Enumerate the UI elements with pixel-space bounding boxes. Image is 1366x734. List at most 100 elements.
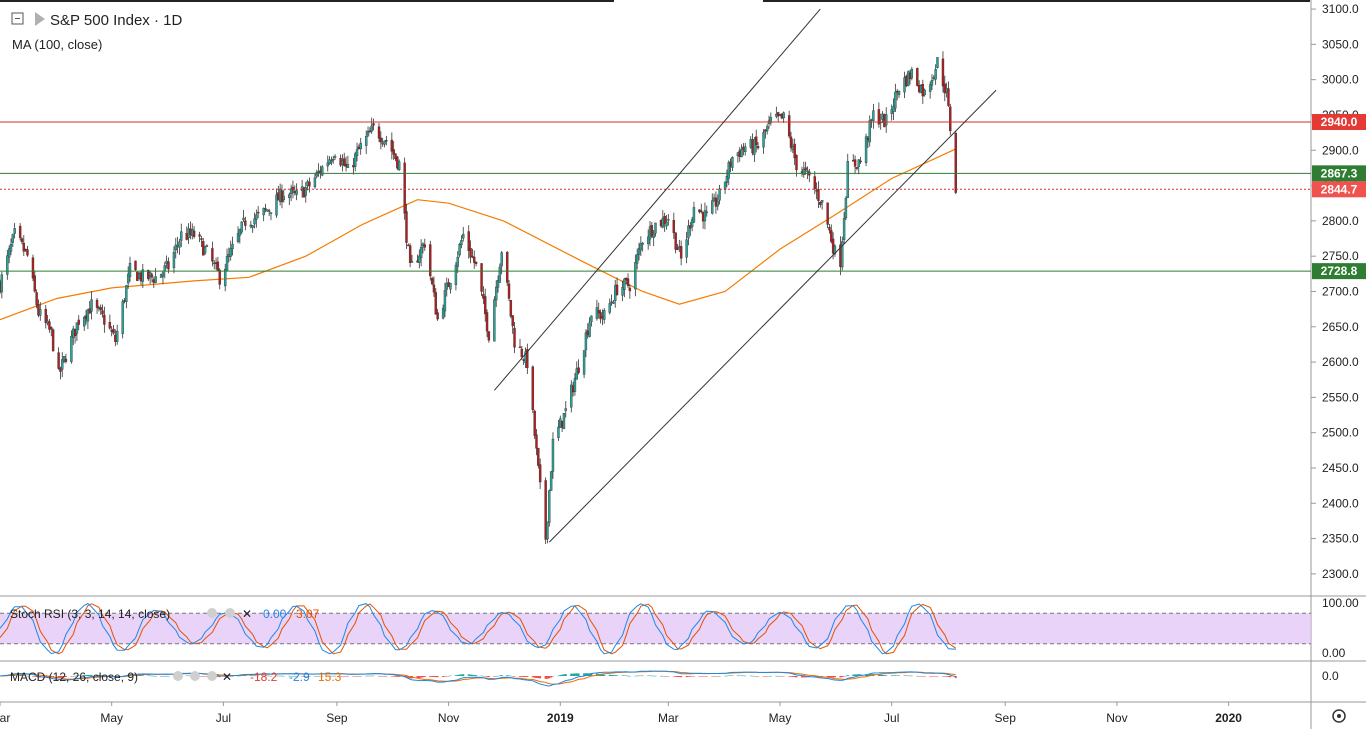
symbol-title[interactable]: S&P 500 Index · 1D — [50, 12, 182, 29]
price-tick-label: 2800.0 — [1322, 214, 1359, 228]
macd-settings-icons[interactable]: ✕ — [173, 670, 232, 684]
macd-hist-bar — [575, 673, 578, 676]
gear-icon[interactable] — [225, 608, 235, 618]
macd-hist-bar — [702, 676, 705, 677]
eye-icon[interactable] — [207, 608, 217, 618]
candle-body — [62, 356, 66, 362]
candle-body — [665, 221, 668, 227]
macd-label[interactable]: MACD (12, 26, close, 9) — [10, 670, 138, 684]
candle-body — [343, 158, 346, 166]
candle-body — [112, 328, 115, 334]
macd-hist-bar — [498, 675, 501, 677]
time-tick-label: Jul — [216, 711, 231, 725]
candle-body — [460, 240, 463, 246]
candle-body — [224, 268, 227, 287]
macd-hist-bar — [777, 675, 780, 677]
stoch-settings-icons[interactable]: ✕ — [207, 607, 252, 621]
macd-hist-bar — [755, 676, 758, 677]
candle-body — [597, 309, 600, 314]
levels-layer[interactable] — [0, 121, 1311, 272]
candle-body — [128, 262, 132, 277]
macd-hist-bar — [138, 675, 141, 676]
candle-body — [83, 317, 86, 327]
macd-hist-bar — [768, 675, 771, 677]
ma-legend[interactable]: MA (100, close) — [12, 37, 102, 52]
candle-body — [203, 246, 207, 254]
candle-body — [787, 115, 791, 137]
macd-hist-bar — [313, 676, 316, 677]
macd-hist-bar — [544, 676, 547, 679]
macd-hist-bar — [559, 674, 562, 676]
candle-body — [253, 218, 256, 225]
candle-body — [332, 158, 335, 161]
channel-layer[interactable] — [493, 8, 997, 543]
macd-hist-bar — [649, 675, 652, 677]
ma-line — [0, 148, 957, 321]
gear-icon[interactable] — [190, 671, 200, 681]
eye-icon[interactable] — [173, 671, 183, 681]
macd-hist-bar — [396, 676, 399, 677]
close-icon[interactable]: ✕ — [242, 607, 252, 621]
candle-body — [148, 272, 152, 277]
close-icon[interactable]: ✕ — [222, 670, 232, 684]
macd-hist-bar — [639, 675, 642, 677]
candle-body — [180, 231, 183, 241]
macd-hist-bar — [282, 675, 285, 677]
candle-body — [855, 167, 859, 169]
stoch-rsi-label[interactable]: Stoch RSI (3, 3, 14, 14, close) — [10, 607, 170, 621]
candle-body — [289, 188, 293, 194]
candle-body — [853, 159, 857, 167]
macd-hist-bar — [365, 675, 368, 677]
candle-body — [474, 261, 478, 264]
candle-body — [804, 167, 807, 171]
stoch-k-line — [0, 602, 956, 655]
macd-hist-bar — [663, 676, 666, 677]
candle-body — [458, 244, 461, 256]
channel-trend-line[interactable] — [548, 89, 997, 543]
macd-hist-bar — [462, 674, 465, 676]
macd-hist-bar — [319, 675, 322, 677]
candle-body — [429, 244, 432, 277]
time-axis[interactable]: Mar May Jul Sep Nov 2019 Mar May Jul Sep Nov 2020 — [0, 702, 1242, 725]
macd-hist-bar — [762, 676, 765, 677]
candle-body — [377, 126, 381, 139]
macd-pane[interactable] — [0, 670, 957, 687]
candle-body — [434, 292, 437, 315]
macd-hist-bar — [537, 676, 540, 679]
candle-body — [679, 246, 683, 259]
candle-body — [676, 247, 679, 251]
macd-line-value: -2.9 — [289, 670, 310, 684]
stoch-axis-top: 100.00 — [1322, 596, 1359, 610]
candle-body — [255, 214, 258, 220]
candle-body — [500, 252, 503, 267]
candle-body — [408, 245, 412, 263]
gear-icon[interactable] — [1332, 709, 1346, 723]
stoch-axis-bottom: 0.00 — [1322, 646, 1346, 660]
braces-icon[interactable] — [207, 671, 217, 681]
collapse-icon[interactable] — [11, 12, 24, 25]
candle-body — [820, 200, 824, 203]
candle-body — [99, 307, 102, 310]
macd-hist-bar — [775, 675, 778, 677]
candle-body — [740, 149, 743, 158]
candle-body — [930, 79, 934, 86]
channel-trend-line[interactable] — [493, 8, 821, 391]
macd-hist-bar — [910, 675, 913, 677]
chart-settings-button[interactable] — [1332, 709, 1346, 723]
macd-hist-bar — [308, 676, 311, 677]
candle-body — [238, 229, 242, 236]
candle-body — [727, 162, 730, 179]
macd-hist-bar — [96, 674, 99, 676]
macd-hist-bar — [603, 674, 606, 676]
candle-body — [711, 200, 714, 214]
candle-body — [397, 161, 401, 170]
macd-hist-bar — [533, 676, 536, 678]
macd-hist-bar — [685, 676, 688, 678]
candle-body — [582, 350, 586, 375]
macd-hist-bar — [59, 676, 62, 678]
macd-hist-bar — [237, 675, 240, 677]
stoch-rsi-pane[interactable] — [0, 602, 1311, 655]
price-tag-label: 2844.7 — [1321, 182, 1358, 196]
